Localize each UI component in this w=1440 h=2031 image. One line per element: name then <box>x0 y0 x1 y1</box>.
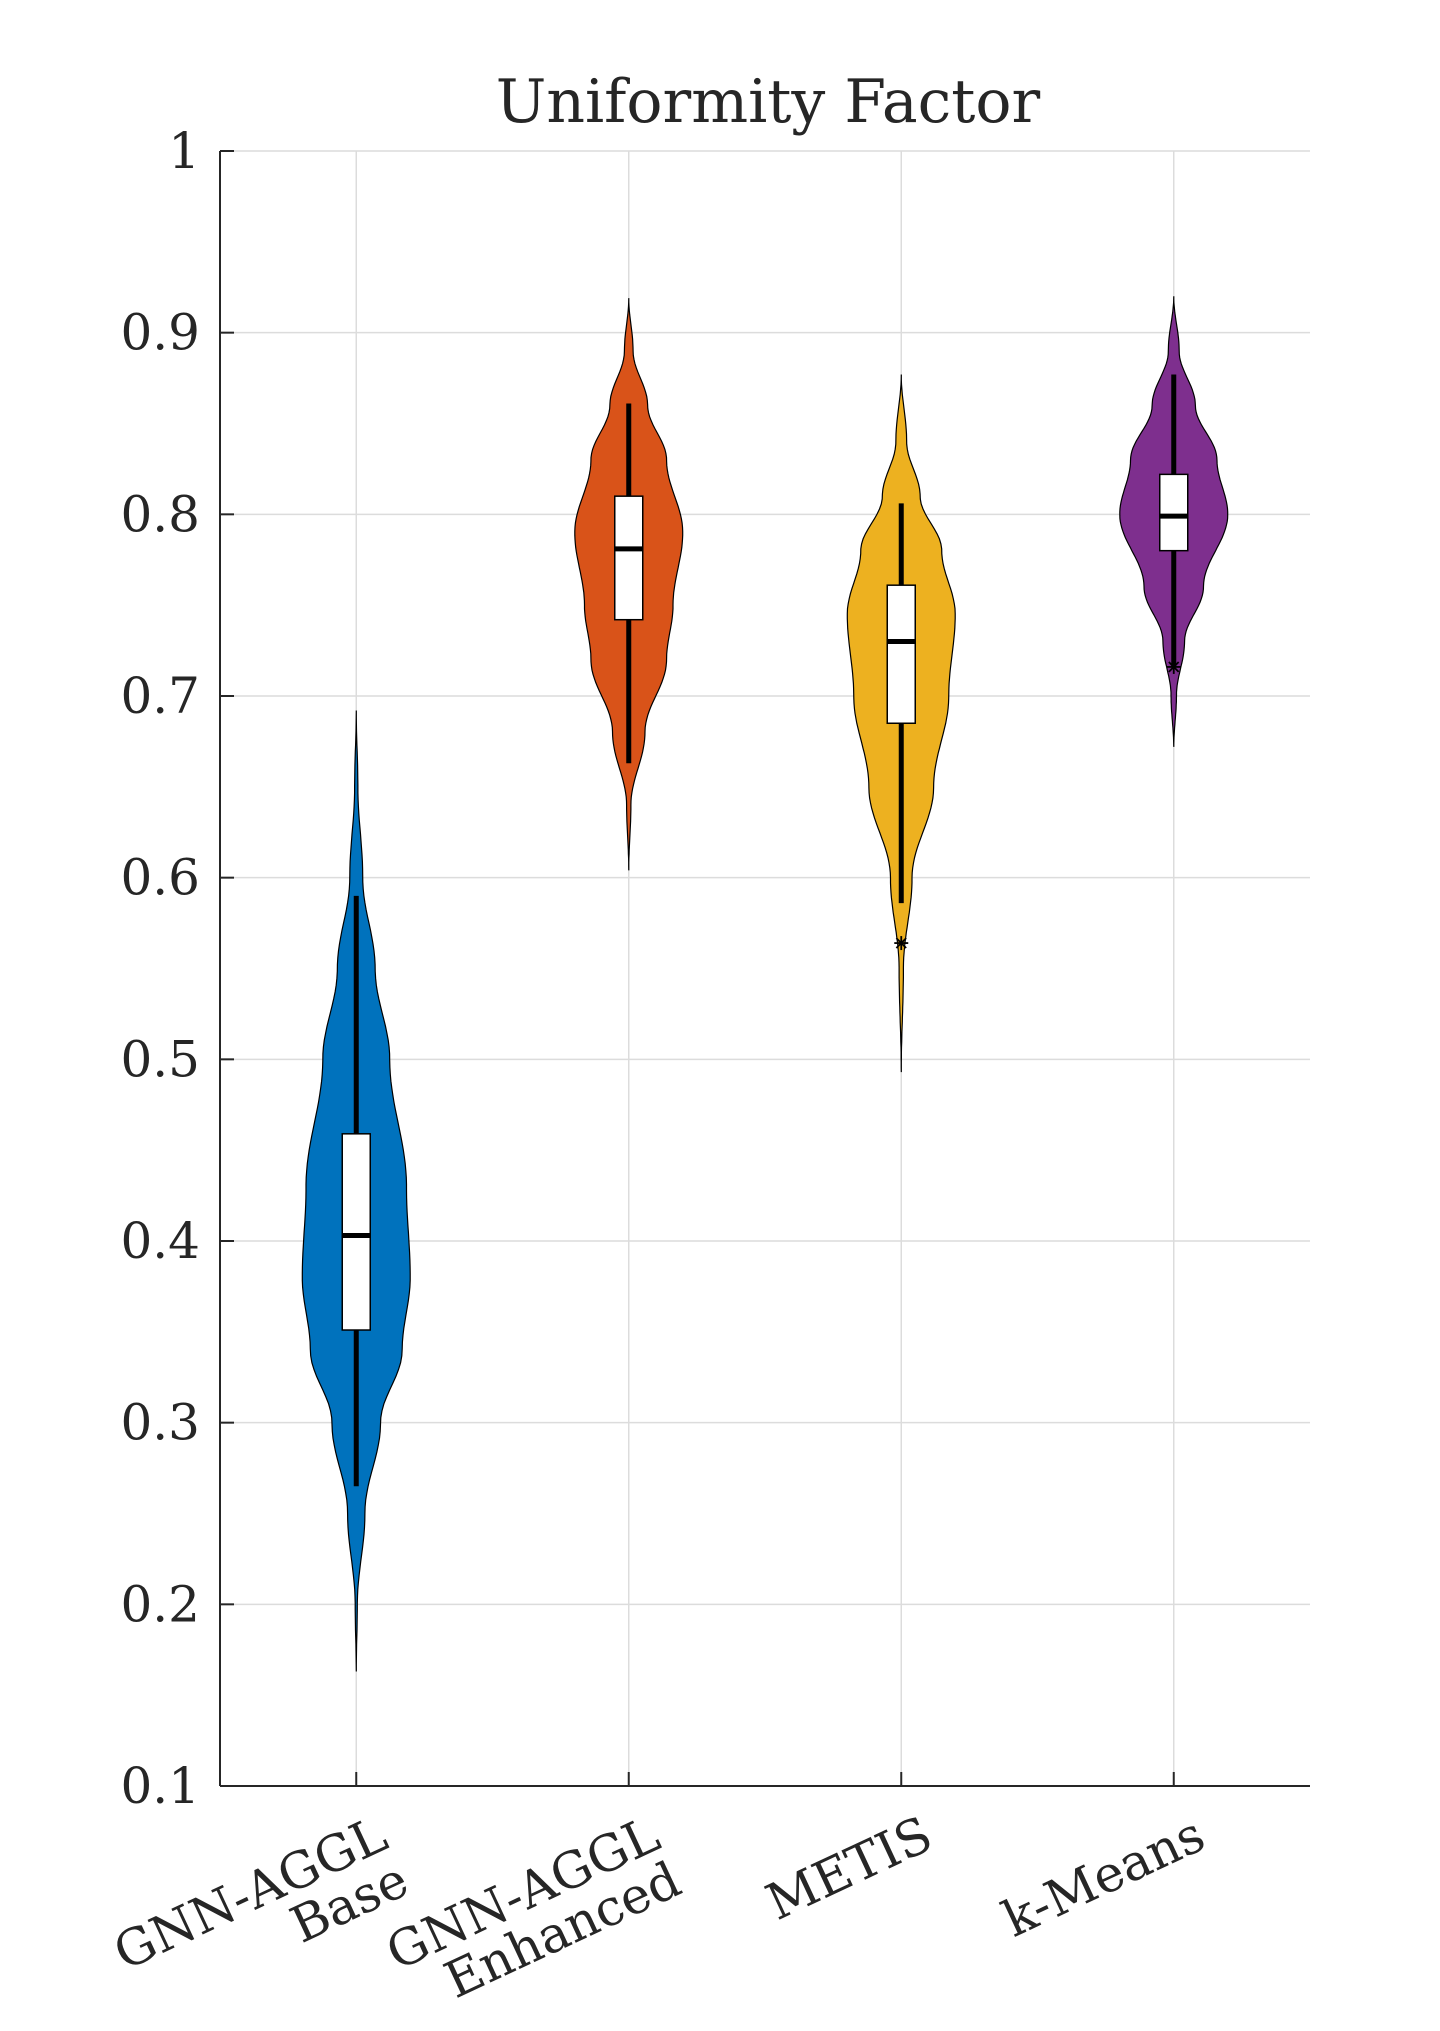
violins <box>301 296 1229 1672</box>
y-tick-label-6: 0.7 <box>120 667 200 725</box>
y-tick-label-5: 0.6 <box>120 849 200 907</box>
axes: 0.1 0.2 0.3 0.4 0.5 0.6 0.7 0.8 0.9 1 <box>120 122 1310 1815</box>
chart-title: Uniformity Factor <box>496 67 1041 137</box>
y-tick-label-7: 0.8 <box>120 485 200 543</box>
y-tick-label-0: 0.1 <box>120 1757 200 1815</box>
outlier-marker <box>1166 659 1181 674</box>
grid <box>220 150 1310 1787</box>
outlier-stroke-d2 <box>895 937 907 949</box>
y-tick-label-8: 0.9 <box>120 304 200 362</box>
outlier-marker <box>894 936 909 951</box>
iqr-box <box>614 495 644 621</box>
violin-group-2 <box>846 374 956 1073</box>
y-tick-label-1: 0.2 <box>120 1575 200 1633</box>
violin-group-0 <box>301 710 411 1672</box>
outlier-stroke-d2 <box>1168 661 1180 673</box>
iqr-box <box>886 584 916 725</box>
x-tick-label-2: METIS <box>758 1805 941 1932</box>
x-tick-label-3: k-Means <box>994 1805 1213 1948</box>
y-tick-label-3: 0.4 <box>120 1212 200 1270</box>
iqr-box <box>341 1133 371 1331</box>
violin-group-3 <box>1119 296 1229 747</box>
y-tick-label-9: 1 <box>168 122 200 180</box>
iqr-box <box>1159 473 1189 552</box>
y-tick-label-2: 0.3 <box>120 1394 200 1452</box>
x-tick-label-line: METIS <box>758 1805 941 1932</box>
x-tick-label-line: k-Means <box>994 1805 1213 1948</box>
y-tick-label-4: 0.5 <box>120 1030 200 1088</box>
violin-group-1 <box>574 298 684 871</box>
